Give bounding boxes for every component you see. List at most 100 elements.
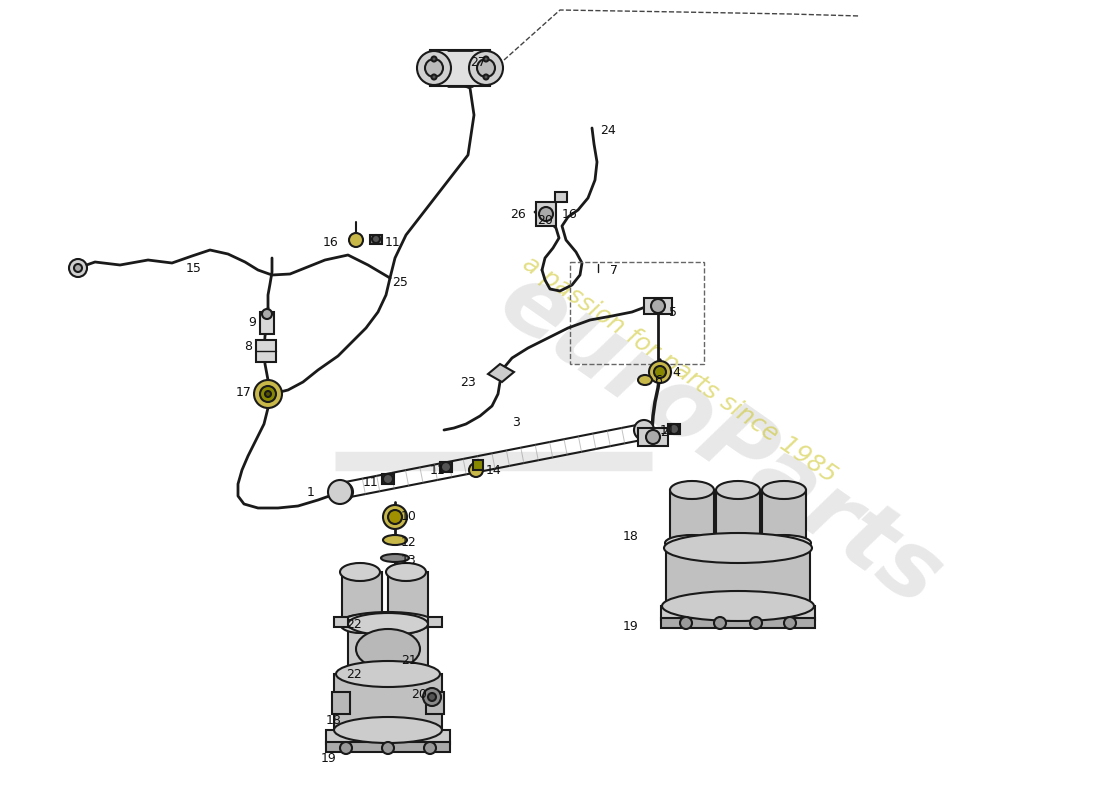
Text: 20: 20	[411, 687, 427, 701]
Text: 17: 17	[236, 386, 252, 398]
Ellipse shape	[356, 629, 420, 669]
Circle shape	[69, 259, 87, 277]
Bar	[426, 692, 444, 714]
Text: 26: 26	[510, 209, 526, 222]
Circle shape	[388, 510, 401, 524]
Circle shape	[634, 420, 654, 440]
Text: euroParts: euroParts	[482, 254, 958, 626]
Bar	[556, 192, 566, 202]
Text: 19: 19	[623, 621, 639, 634]
Circle shape	[328, 480, 352, 504]
Circle shape	[669, 424, 679, 434]
Bar	[644, 298, 672, 314]
Circle shape	[431, 57, 437, 62]
Polygon shape	[488, 364, 514, 382]
Text: 8: 8	[244, 341, 252, 354]
Circle shape	[333, 482, 353, 502]
Text: 6: 6	[654, 374, 662, 386]
Ellipse shape	[348, 663, 428, 685]
Circle shape	[784, 617, 796, 629]
Circle shape	[260, 386, 276, 402]
Ellipse shape	[348, 613, 428, 635]
Text: 15: 15	[186, 262, 202, 274]
Circle shape	[469, 51, 503, 85]
Text: a passion for parts since 1985: a passion for parts since 1985	[518, 252, 842, 488]
Text: 5: 5	[669, 306, 676, 318]
Bar	[260, 312, 274, 334]
Bar	[762, 490, 806, 548]
Bar	[334, 674, 442, 732]
Circle shape	[417, 51, 451, 85]
Circle shape	[654, 366, 666, 378]
Bar	[666, 548, 810, 606]
Circle shape	[484, 74, 488, 79]
Ellipse shape	[386, 615, 426, 633]
Text: 18: 18	[326, 714, 342, 726]
Ellipse shape	[666, 535, 719, 551]
Bar	[326, 742, 450, 752]
Bar	[661, 606, 815, 620]
Circle shape	[441, 462, 451, 472]
Circle shape	[382, 742, 394, 754]
Text: 11: 11	[385, 235, 400, 249]
Bar	[716, 490, 760, 548]
Text: 23: 23	[460, 375, 476, 389]
Ellipse shape	[334, 717, 442, 743]
Ellipse shape	[383, 535, 407, 545]
Text: 9: 9	[249, 315, 256, 329]
Text: 12: 12	[402, 535, 417, 549]
Circle shape	[425, 59, 443, 77]
Ellipse shape	[664, 533, 812, 563]
Text: 1: 1	[307, 486, 315, 498]
Text: 24: 24	[601, 123, 616, 137]
Bar	[430, 50, 490, 86]
Bar	[256, 340, 276, 362]
Circle shape	[340, 742, 352, 754]
Bar	[473, 460, 483, 470]
Circle shape	[424, 742, 436, 754]
Circle shape	[649, 361, 671, 383]
Circle shape	[262, 309, 272, 319]
Bar	[668, 424, 680, 434]
Ellipse shape	[386, 563, 426, 581]
Ellipse shape	[342, 612, 435, 632]
Ellipse shape	[670, 539, 714, 557]
Circle shape	[714, 617, 726, 629]
Circle shape	[349, 233, 363, 247]
Ellipse shape	[716, 539, 760, 557]
Bar	[638, 428, 668, 446]
Text: 3: 3	[513, 415, 520, 429]
Text: 11: 11	[660, 423, 675, 437]
Text: 7: 7	[610, 263, 618, 277]
Text: 25: 25	[392, 275, 408, 289]
Bar	[348, 624, 428, 674]
Text: 11: 11	[363, 475, 378, 489]
Circle shape	[372, 235, 379, 243]
Bar	[326, 730, 450, 744]
Circle shape	[383, 474, 393, 484]
Circle shape	[265, 391, 271, 397]
Circle shape	[750, 617, 762, 629]
Bar	[334, 617, 348, 627]
Text: 20: 20	[537, 214, 553, 226]
Bar	[440, 462, 452, 472]
Circle shape	[484, 57, 488, 62]
Text: 19: 19	[321, 751, 337, 765]
Text: 4: 4	[672, 366, 680, 378]
Text: 22: 22	[346, 618, 362, 630]
Bar	[342, 572, 382, 624]
Ellipse shape	[762, 539, 806, 557]
Circle shape	[469, 463, 483, 477]
Circle shape	[424, 688, 441, 706]
Ellipse shape	[716, 481, 760, 499]
Bar	[388, 572, 428, 624]
Circle shape	[74, 264, 82, 272]
Bar	[332, 692, 350, 714]
Ellipse shape	[762, 481, 806, 499]
Text: 16: 16	[323, 235, 339, 249]
Text: 11: 11	[430, 463, 446, 477]
Circle shape	[539, 207, 553, 221]
Circle shape	[383, 505, 407, 529]
Circle shape	[477, 59, 495, 77]
Ellipse shape	[342, 664, 435, 684]
